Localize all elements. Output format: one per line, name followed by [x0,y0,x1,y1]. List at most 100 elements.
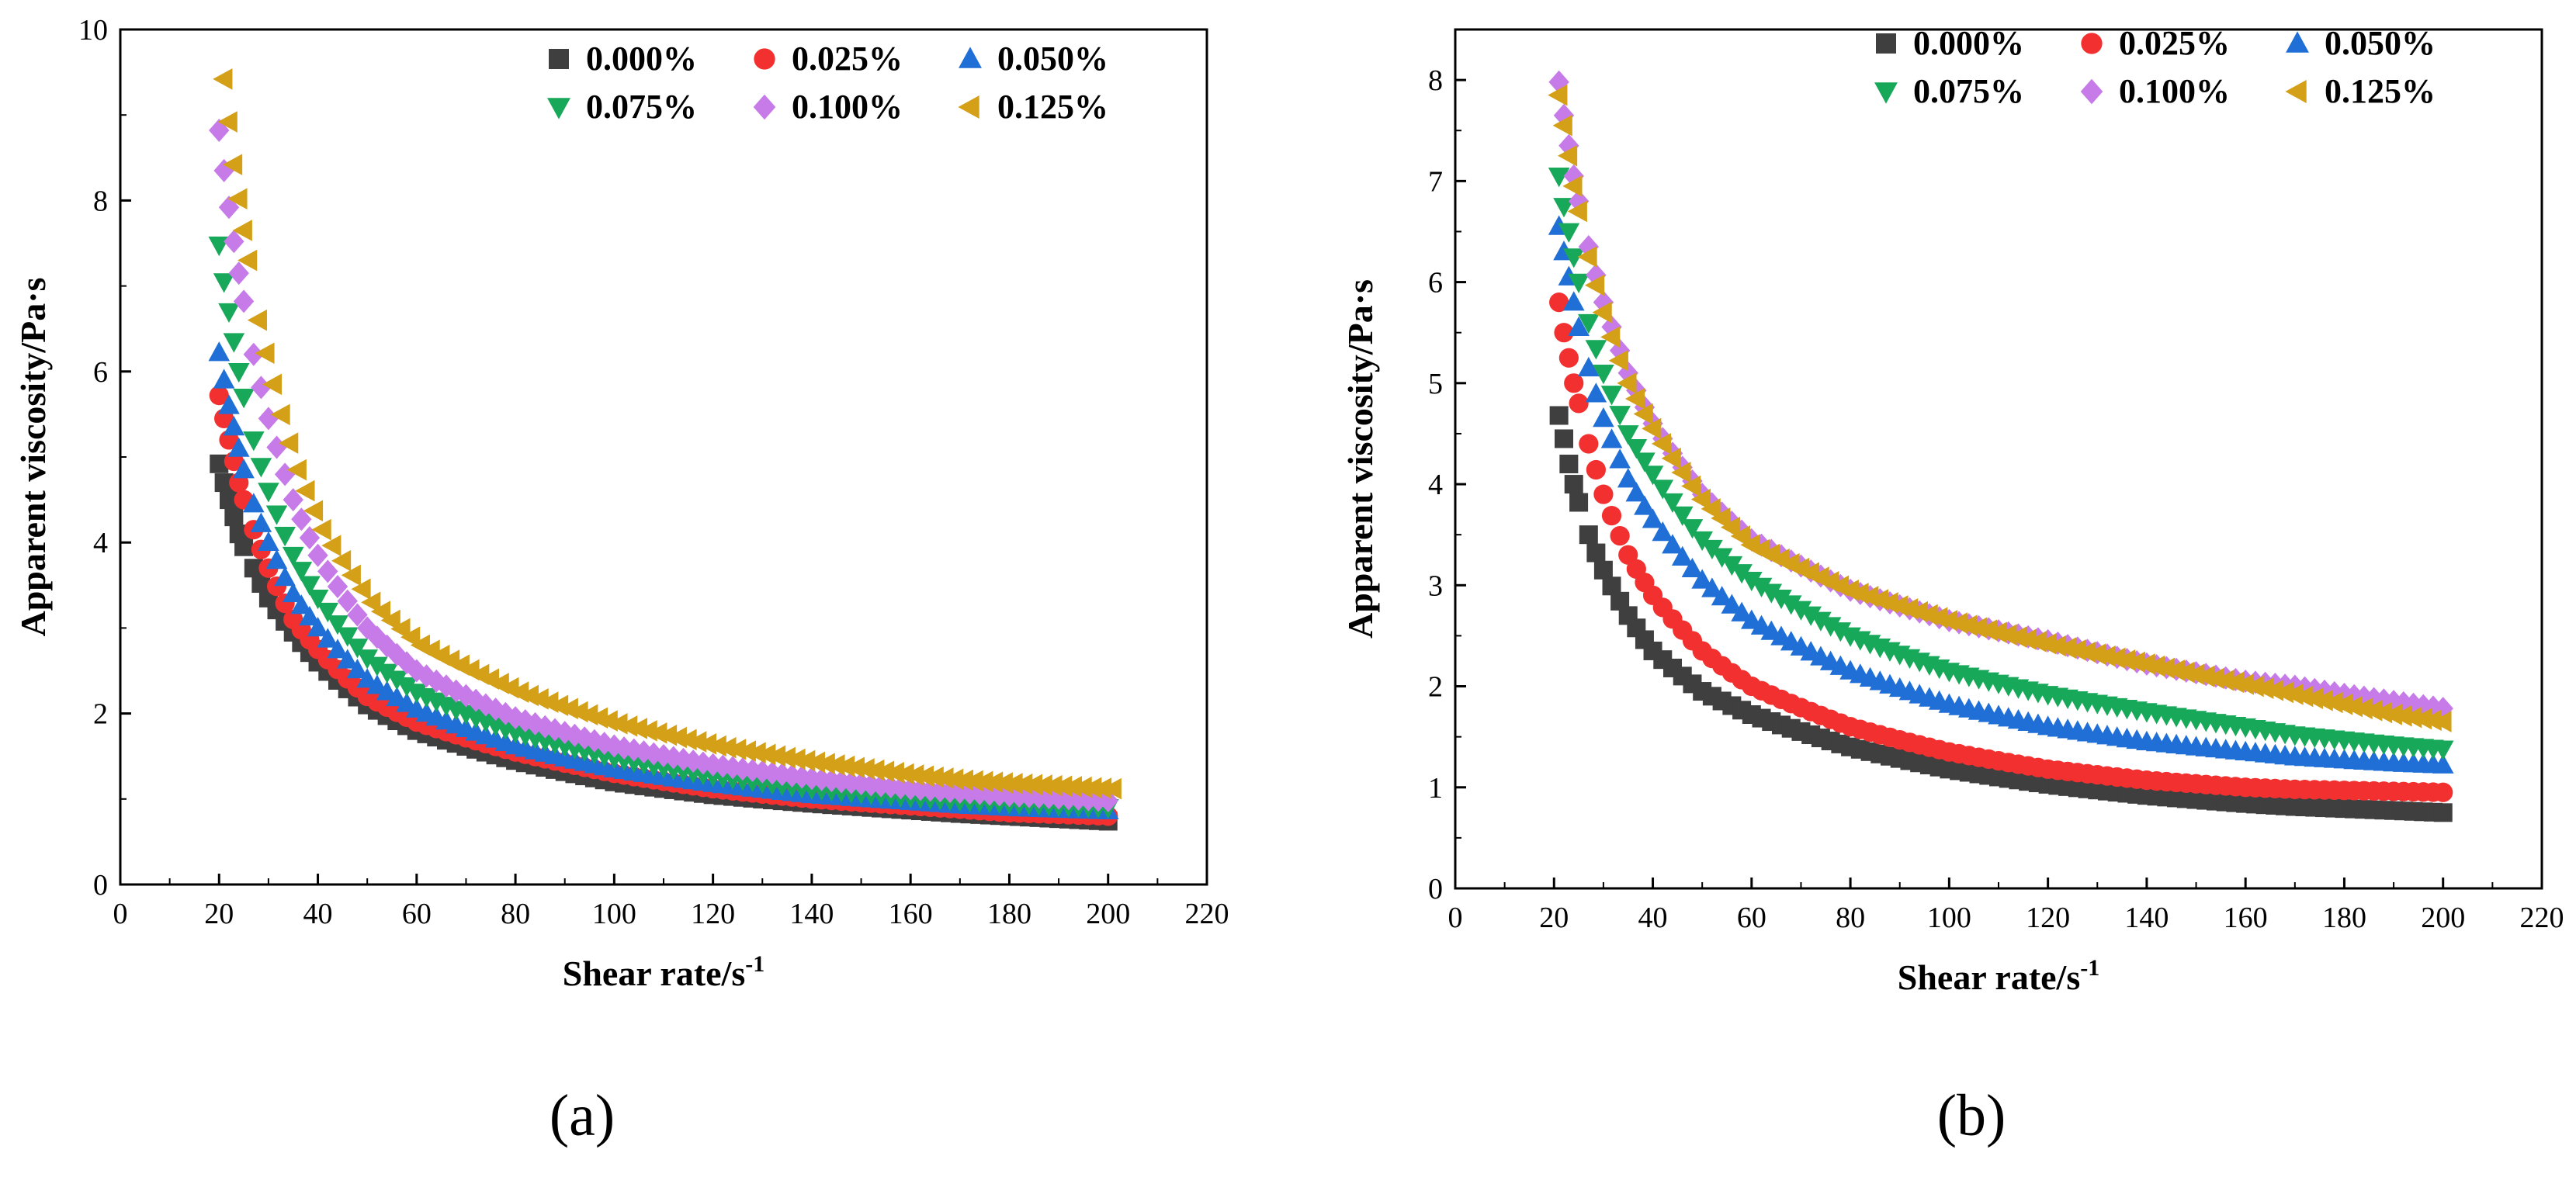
data-point [1671,545,1694,566]
data-point [1568,316,1590,336]
data-point [1600,326,1621,348]
data-point [311,518,331,541]
data-point [209,386,229,406]
data-points [1548,70,2454,822]
data-point [1052,775,1073,798]
data-point [2165,659,2185,681]
data-point [1997,624,2017,646]
data-point [2432,711,2452,732]
x-axis-title: Shear rate/s-1 [1898,955,2100,997]
data-point [299,576,321,596]
data-point [2293,685,2314,708]
data-point [2254,677,2274,700]
data-point [1662,534,1683,554]
legend: 0.000% 0.025% 0.050% 0.075% 0.100% 0.125% [1874,24,2436,110]
data-point [983,771,1004,794]
data-point [223,333,245,353]
x-tick-label: 160 [889,898,933,930]
data-point [1601,505,1622,526]
data-point [341,564,361,587]
data-point [953,769,973,791]
data-point [2106,647,2126,670]
data-point [1008,784,1030,808]
data-point [1681,475,1701,497]
data-point [1562,175,1583,197]
data-point [243,493,265,513]
data-point [208,341,231,362]
data-point [2056,637,2076,659]
data-point [295,479,315,502]
data-point [1681,519,1704,539]
data-point [2422,709,2442,732]
x-tick-label: 0 [1448,902,1463,934]
data-point [2363,700,2383,722]
data-point [270,403,290,426]
data-point [1567,200,1587,223]
data-point [307,543,328,567]
data-point [218,394,240,414]
legend-label: 0.075% [1913,72,2024,110]
data-point [2016,628,2037,650]
legend-label: 0.125% [997,88,1108,126]
data-point [574,726,595,750]
data-point [1625,439,1648,459]
data-point [1760,583,1783,604]
data-point [1701,577,1723,597]
data-point [815,753,835,774]
data-point [746,742,766,763]
data-point [390,618,411,640]
data-point [1633,403,1653,425]
data-point [726,739,747,760]
y-axis-title: Apparent viscosity/Pa·s [13,277,53,636]
data-point [1068,788,1089,812]
data-point [2333,694,2353,715]
data-point [2234,673,2254,695]
data-point [2372,701,2393,724]
data-point [944,768,964,791]
data-point [1548,168,1570,188]
data-point [2392,705,2412,727]
data-point [2382,704,2402,725]
data-point [1579,434,1599,454]
data-point [910,777,931,801]
data-point [233,459,255,479]
legend-label: 0.125% [2325,72,2436,110]
data-point [1018,784,1040,808]
data-point [1625,482,1648,502]
data-point [706,735,726,757]
series-0.075% [1548,168,2454,760]
x-axis-title: Shear rate/s-1 [563,951,765,993]
data-point [2263,680,2284,701]
data-point [213,369,235,389]
data-point [1549,406,1569,425]
data-point [299,605,321,626]
y-tick-label: 1 [1428,772,1443,805]
data-point [2194,666,2215,687]
legend-marker [2285,80,2307,103]
x-tick-label: 200 [2421,902,2465,934]
data-point [1600,386,1623,406]
data-point [1720,516,1741,538]
legend-label: 0.100% [792,88,903,126]
data-point [1562,248,1585,268]
data-point [1671,462,1691,483]
legend-label: 0.000% [1913,24,2024,62]
data-point [1562,291,1585,311]
data-point [1642,417,1662,440]
data-point [274,462,296,486]
data-point [1586,459,1606,480]
data-point [1013,773,1033,795]
data-point [233,389,255,409]
data-point [426,669,447,693]
data-point [2175,661,2195,684]
data-point [1564,373,1584,393]
data-point [2085,643,2106,665]
series-0.125% [1548,84,2452,732]
legend-marker [1874,82,1898,104]
data-point [963,770,983,792]
data-point [283,488,303,512]
data-point [1642,466,1664,486]
data-point [2303,687,2324,710]
data-point [835,755,855,777]
data-points [208,68,1122,831]
